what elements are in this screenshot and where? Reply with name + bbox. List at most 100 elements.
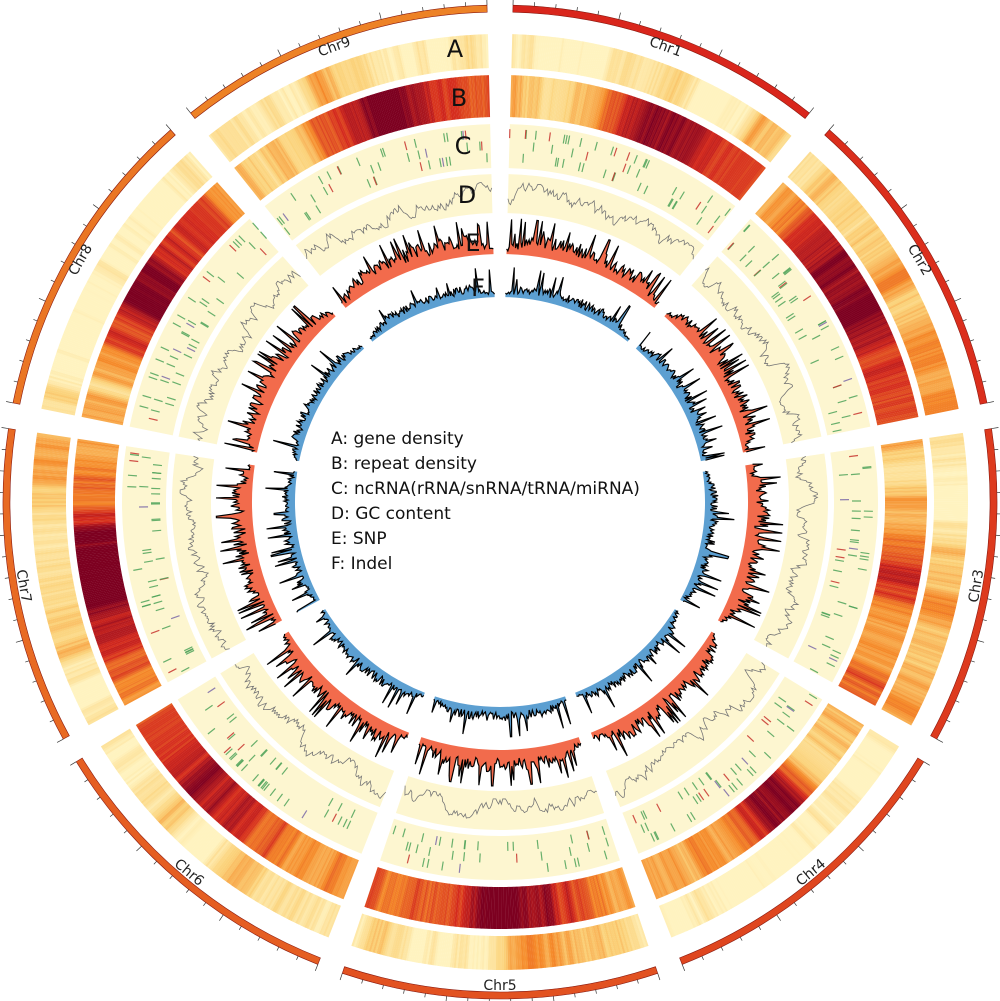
heatmap-bin <box>542 933 549 968</box>
heatmap-bin <box>297 125 319 164</box>
ncrna-tile <box>612 172 617 182</box>
heatmap-bin <box>343 60 357 93</box>
heatmap-bin <box>417 879 428 922</box>
heatmap-bin <box>62 656 96 671</box>
heatmap-bin <box>200 195 232 228</box>
heatmap-bin <box>685 128 708 166</box>
heatmap-bin <box>50 369 84 382</box>
heatmap-bin <box>41 588 76 598</box>
heatmap-bin <box>104 250 134 271</box>
heatmap-bin <box>411 928 421 962</box>
heatmap-bin <box>864 365 906 381</box>
heatmap-bin <box>140 710 178 735</box>
gc-content-line <box>404 785 597 819</box>
ncrna-tile <box>809 668 819 674</box>
ideogram-chr3 <box>930 428 998 740</box>
heatmap-bin <box>290 837 313 875</box>
heatmap-bin <box>447 36 454 71</box>
heatmap-bin <box>117 230 147 252</box>
ncrna-tile <box>749 766 757 774</box>
ncrna-tile <box>151 594 161 598</box>
heatmap-bin <box>277 89 296 121</box>
ncrna-tile <box>763 715 772 723</box>
heatmap-bin <box>43 599 78 609</box>
heatmap-bin <box>135 206 164 230</box>
tick-mark <box>720 946 724 951</box>
heatmap-bin <box>204 780 236 812</box>
tick-mark <box>793 902 797 906</box>
heatmap-bin <box>882 547 924 555</box>
heatmap-bin <box>609 92 624 134</box>
heatmap-bin <box>854 651 894 670</box>
heatmap-bin <box>832 778 861 803</box>
heatmap-bin <box>300 894 317 927</box>
heatmap-bin <box>427 39 435 74</box>
ncrna-tile <box>564 860 567 870</box>
heatmap-bin <box>35 556 70 564</box>
heatmap-bin <box>35 444 70 451</box>
heatmap-bin <box>473 34 478 69</box>
heatmap-bin <box>526 885 532 928</box>
heatmap-bin <box>268 94 288 125</box>
heatmap-bin <box>852 329 892 349</box>
heatmap-bin <box>523 75 528 118</box>
heatmap-bin <box>534 76 541 119</box>
heatmap-bin <box>557 931 565 966</box>
heatmap-bin <box>570 40 579 75</box>
heatmap-bin <box>846 761 876 784</box>
heatmap-bin <box>583 42 593 77</box>
heatmap-bin <box>378 921 390 955</box>
heatmap-bin <box>370 919 382 953</box>
heatmap-bin <box>926 579 961 588</box>
heatmap-bin <box>835 291 873 314</box>
heatmap-bin <box>694 83 712 116</box>
heatmap-bin <box>176 815 202 842</box>
panel-d-bg <box>220 653 395 808</box>
heatmap-bin <box>533 35 539 70</box>
ncrna-tile <box>207 310 216 317</box>
heatmap-bin <box>793 750 827 779</box>
heatmap-bin <box>919 381 953 392</box>
heatmap-bin <box>806 733 842 761</box>
heatmap-bin <box>82 409 125 421</box>
heatmap-bin <box>755 123 778 153</box>
heatmap-bin <box>273 881 292 913</box>
heatmap-bin <box>577 928 587 963</box>
heatmap-bin <box>290 128 313 167</box>
heatmap-bin <box>917 375 952 387</box>
heatmap-bin <box>872 395 914 408</box>
ncrna-tile <box>152 529 162 532</box>
heatmap-bin <box>656 111 676 151</box>
heatmap-bin <box>195 201 227 232</box>
heatmap-bin <box>727 103 748 134</box>
heatmap-bin <box>34 454 69 461</box>
heatmap-bin <box>596 88 610 130</box>
panel-d-bg <box>295 174 493 276</box>
heatmap-bin <box>34 450 69 457</box>
heatmap-bin <box>884 480 927 485</box>
heatmap-bin <box>818 262 855 288</box>
heatmap-bin <box>883 536 926 542</box>
heatmap-bin <box>915 365 949 378</box>
panel-d-bg <box>395 776 605 831</box>
tick-mark <box>38 298 46 302</box>
heatmap-bin <box>129 288 167 311</box>
heatmap-bin <box>775 203 807 235</box>
heatmap-bin <box>556 79 565 122</box>
heatmap-bin <box>121 756 150 779</box>
heatmap-bin <box>134 208 163 232</box>
heatmap-bin <box>57 644 91 658</box>
heatmap-bin <box>107 654 148 673</box>
heatmap-bin <box>863 736 894 757</box>
heatmap-bin <box>78 563 121 573</box>
heatmap-bin <box>583 877 595 919</box>
heatmap-bin <box>423 930 432 965</box>
heatmap-bin <box>51 367 85 380</box>
ncrna-tile <box>830 580 840 584</box>
ncrna-tile <box>736 778 744 786</box>
heatmap-bin <box>746 858 768 888</box>
heatmap-bin <box>189 827 214 854</box>
heatmap-bin <box>908 342 941 357</box>
heatmap-bin <box>373 93 388 135</box>
heatmap-bin <box>77 555 120 564</box>
